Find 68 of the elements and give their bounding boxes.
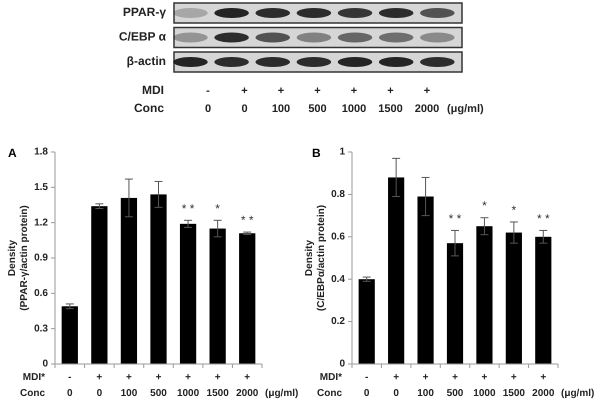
bar	[91, 206, 108, 364]
category-label: β-actin	[126, 54, 166, 68]
x-tick-label: + 1500	[502, 372, 526, 399]
x-tick-label: - 0	[364, 372, 370, 399]
bar	[535, 236, 552, 364]
x-tick-label: + 1000	[473, 372, 496, 399]
y-tick-label: 1.5	[34, 182, 48, 193]
y-tick-label: 0.9	[34, 252, 48, 264]
bar	[417, 196, 434, 364]
text: (μg/ml)	[561, 388, 594, 399]
y-tick-label: 0.3	[34, 323, 48, 334]
x-tick-label: + 2000	[236, 372, 259, 399]
data-label: *	[512, 203, 517, 218]
bar	[120, 198, 138, 364]
x-axis-title: MDI* Conc	[317, 372, 342, 399]
text: (μg/ml)	[265, 388, 298, 399]
y-tick-label: 0.6	[34, 288, 48, 299]
y-tick-label: 0	[42, 358, 48, 370]
x-tick-label: + 2000	[532, 372, 555, 399]
data-label: * *	[536, 212, 550, 226]
x-axis-title: MDI* Conc	[20, 372, 46, 399]
data-label: *	[482, 198, 488, 213]
chart-title: B	[312, 146, 321, 160]
y-axis-title: Density (C/EBPα/actin protein)	[304, 204, 327, 312]
x-tick-label: + 100	[120, 372, 138, 399]
bar	[62, 306, 78, 364]
x-tick-label: + 1000	[176, 372, 200, 399]
text: (μg/ml)	[447, 103, 484, 115]
data-label: *	[215, 201, 220, 216]
y-tick-label: 1.8	[34, 146, 48, 158]
x-tick-label: + 1500	[206, 372, 230, 399]
data-label: * *	[448, 212, 462, 226]
category-label: + 500	[308, 85, 327, 115]
bar	[210, 228, 226, 364]
x-tick-label: - 0	[67, 372, 74, 399]
category-label: + 0	[241, 85, 248, 115]
y-tick-label: 0	[339, 358, 346, 370]
x-tick-label: + 0	[393, 372, 400, 399]
y-tick-label: 0.4	[331, 274, 346, 285]
y-tick-label: 0.2	[331, 316, 346, 328]
y-axis-title: Density (PPAR-γ/actin protein)	[6, 205, 30, 311]
bar	[388, 177, 404, 364]
bar	[506, 232, 522, 364]
x-tick-label: + 500	[150, 372, 168, 399]
category-label: + 1500	[378, 85, 403, 115]
category-label: + 100	[272, 85, 290, 115]
bar	[358, 279, 375, 364]
text: MDI Conc	[134, 83, 164, 115]
bar	[180, 224, 196, 364]
category-label: PPAR-γ	[122, 5, 166, 20]
y-tick-label: 0.8	[331, 189, 346, 200]
category-label: C/EBP α	[118, 30, 166, 44]
x-tick-label: + 500	[446, 372, 464, 399]
data-label: * *	[182, 201, 195, 216]
chart-title: A	[8, 146, 17, 160]
category-label: - 0	[204, 85, 212, 115]
bar	[150, 194, 167, 364]
data-label: * *	[240, 213, 254, 228]
bar	[446, 243, 464, 364]
x-tick-label: + 0	[96, 372, 103, 399]
y-tick-label: 1	[339, 146, 346, 158]
category-label: + 2000	[414, 85, 440, 115]
bar	[476, 226, 493, 364]
y-tick-label: 1.2	[34, 217, 48, 228]
y-tick-label: 0.6	[331, 231, 346, 242]
x-tick-label: + 100	[417, 372, 434, 399]
bar	[239, 233, 256, 364]
category-label: + 1000	[342, 85, 366, 115]
